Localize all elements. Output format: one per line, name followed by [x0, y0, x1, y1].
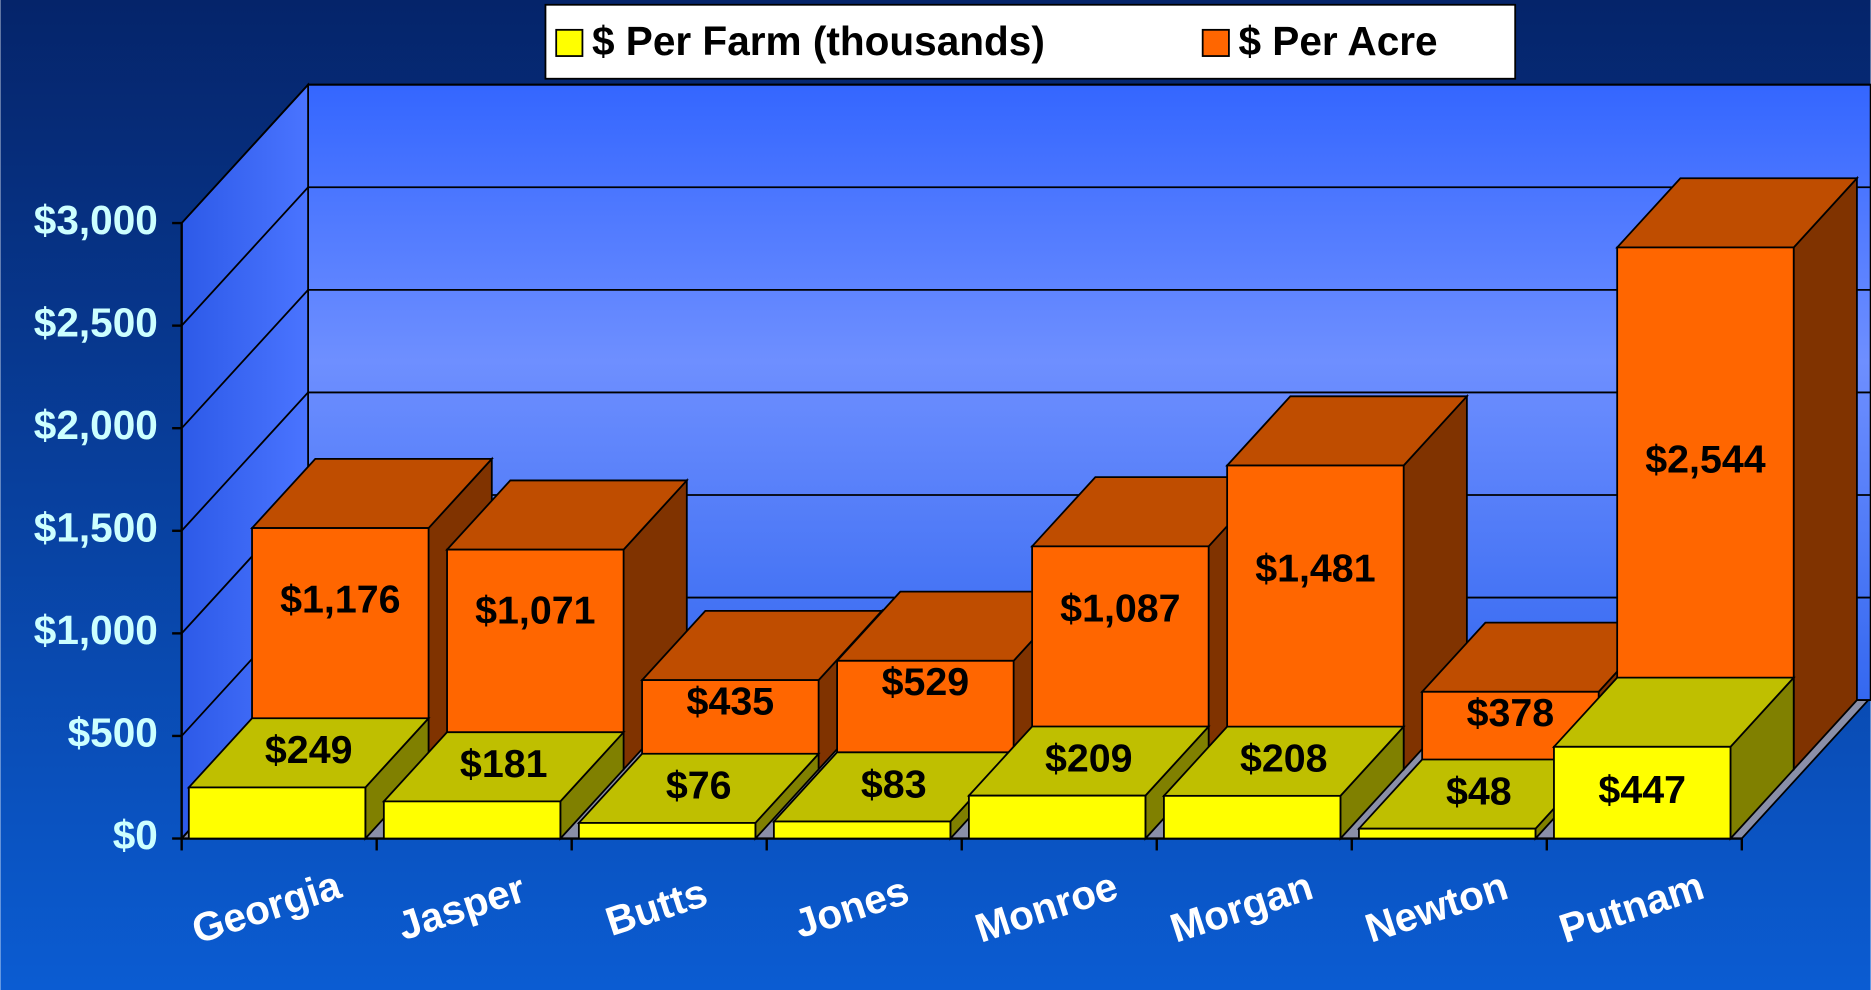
y-tick-label: $1,500: [34, 505, 158, 551]
value-label: $447: [1598, 768, 1686, 812]
grid-line: [181, 186, 1871, 327]
bar-front: [1226, 464, 1405, 771]
bar-front: [382, 800, 562, 840]
bar-front: [187, 786, 367, 840]
legend-label: $ Per Acre: [1238, 18, 1437, 64]
bar-front: [1163, 794, 1342, 840]
bar-side: [1792, 175, 1858, 772]
bar-front: [968, 794, 1147, 840]
bar-front: [772, 820, 952, 840]
y-tick-label: $3,000: [34, 197, 158, 243]
value-label: $1,071: [475, 588, 595, 632]
value-label: $48: [1446, 769, 1512, 813]
y-tick-label: $0: [113, 812, 158, 858]
value-label: $2,544: [1645, 437, 1765, 481]
value-label: $208: [1240, 737, 1328, 781]
grid-line: [181, 288, 1871, 429]
value-label: $83: [861, 762, 927, 806]
grid-line: [181, 391, 1871, 532]
value-label: $529: [882, 660, 970, 704]
value-label: $378: [1467, 691, 1555, 735]
legend-swatch: [555, 28, 584, 57]
bar: [186, 715, 431, 841]
value-label: $1,176: [280, 578, 400, 622]
legend: $ Per Farm (thousands) $ Per Acre: [544, 3, 1517, 80]
y-tick-label: $2,500: [34, 299, 158, 345]
bar: [1161, 724, 1406, 841]
bar: [576, 751, 821, 841]
value-label: $249: [265, 728, 353, 772]
legend-label: $ Per Farm (thousands): [592, 18, 1045, 64]
bar-front: [1358, 827, 1537, 840]
bar: [771, 750, 1016, 841]
value-label: $209: [1045, 736, 1133, 780]
bar: [1225, 394, 1469, 772]
y-tick-label: $1,000: [34, 607, 158, 653]
value-label: $435: [687, 679, 775, 723]
legend-box: [544, 3, 1517, 80]
legend-swatch: [1201, 28, 1230, 57]
y-tick-label: $500: [68, 710, 158, 756]
value-label: $1,481: [1255, 546, 1375, 590]
y-tick-label: $2,000: [34, 402, 158, 448]
bar: [381, 729, 626, 841]
bar-front: [1553, 745, 1732, 840]
bar-front: [577, 822, 757, 840]
bar: [1551, 675, 1796, 841]
value-label: $76: [666, 764, 732, 808]
bar-front: [836, 659, 1015, 771]
plot-area: $0 $500 $1,000 $1,500 $2,000 $2,500 $3,000 $1,1…: [34, 82, 1871, 953]
grid-line: [181, 83, 1871, 224]
value-label: $181: [460, 742, 548, 786]
value-label: $1,087: [1060, 587, 1180, 631]
